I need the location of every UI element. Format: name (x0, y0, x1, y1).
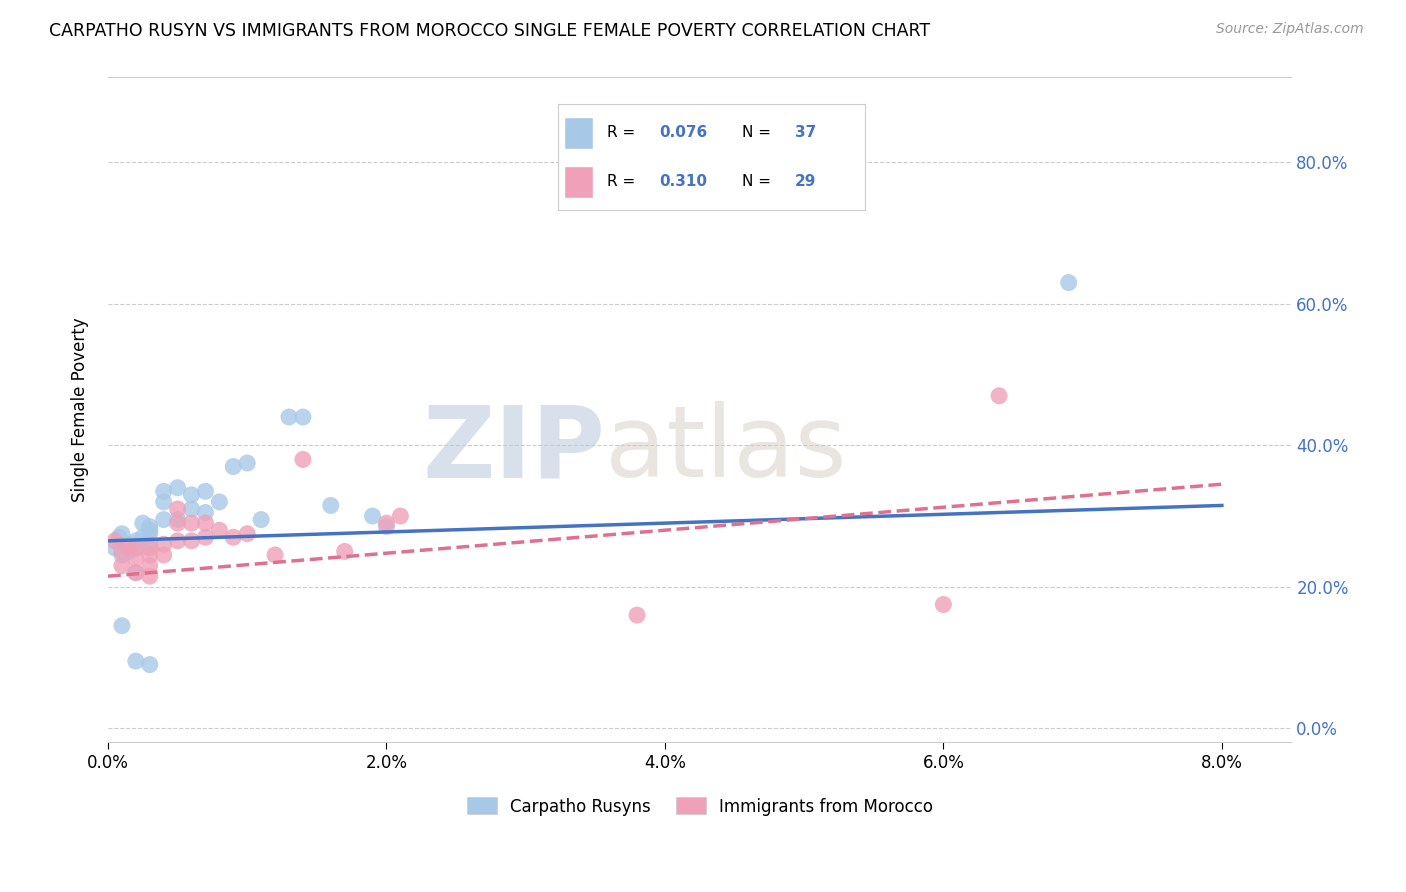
Point (166, 502, 188, 516)
Point (139, 541, 162, 555)
Point (139, 519, 162, 533)
Point (375, 519, 398, 533)
Point (1057, 276, 1080, 290)
Point (166, 533, 188, 548)
Point (111, 618, 134, 632)
Point (222, 530, 245, 544)
Point (194, 516, 217, 530)
Text: atlas: atlas (605, 401, 846, 499)
Point (389, 509, 412, 524)
Point (152, 495, 174, 509)
Point (152, 513, 174, 527)
Point (152, 537, 174, 551)
Point (208, 495, 231, 509)
Point (333, 544, 356, 558)
Point (139, 569, 162, 583)
Point (118, 541, 141, 555)
Point (132, 516, 155, 530)
Point (139, 548, 162, 562)
Point (180, 516, 202, 530)
Point (132, 530, 155, 544)
Point (319, 499, 342, 513)
Point (111, 558, 134, 573)
Point (208, 523, 231, 537)
Point (180, 488, 202, 502)
Point (125, 654, 148, 668)
Point (180, 533, 202, 548)
Point (264, 548, 287, 562)
Point (152, 548, 174, 562)
Point (932, 598, 955, 612)
Point (236, 526, 259, 541)
Point (278, 410, 301, 425)
Point (291, 452, 314, 467)
Point (111, 526, 134, 541)
Point (194, 506, 217, 520)
Point (180, 502, 202, 516)
Point (118, 544, 141, 558)
Point (125, 541, 148, 555)
Point (988, 389, 1011, 403)
Point (125, 541, 148, 555)
Point (125, 533, 148, 548)
Point (139, 523, 162, 537)
Point (108, 530, 131, 544)
Point (125, 551, 148, 566)
Text: CARPATHO RUSYN VS IMMIGRANTS FROM MOROCCO SINGLE FEMALE POVERTY CORRELATION CHAR: CARPATHO RUSYN VS IMMIGRANTS FROM MOROCC… (49, 22, 931, 40)
Point (194, 484, 217, 499)
Text: ZIP: ZIP (422, 401, 605, 499)
Point (104, 533, 127, 548)
Point (111, 544, 134, 558)
Point (111, 548, 134, 562)
Text: Source: ZipAtlas.com: Source: ZipAtlas.com (1216, 22, 1364, 37)
Point (139, 657, 162, 672)
Point (222, 459, 245, 474)
Point (236, 456, 259, 470)
Point (361, 509, 384, 524)
Point (291, 410, 314, 425)
Point (125, 566, 148, 580)
Point (125, 566, 148, 580)
Point (166, 513, 188, 527)
Point (152, 484, 174, 499)
Legend: Carpatho Rusyns, Immigrants from Morocco: Carpatho Rusyns, Immigrants from Morocco (460, 790, 939, 822)
Y-axis label: Single Female Poverty: Single Female Poverty (72, 318, 89, 502)
Point (375, 516, 398, 530)
Point (166, 481, 188, 495)
Point (194, 530, 217, 544)
Point (166, 516, 188, 530)
Point (139, 558, 162, 573)
Point (250, 513, 273, 527)
Point (139, 537, 162, 551)
Point (626, 608, 648, 623)
Point (139, 526, 162, 541)
Point (104, 541, 127, 555)
Point (118, 537, 141, 551)
